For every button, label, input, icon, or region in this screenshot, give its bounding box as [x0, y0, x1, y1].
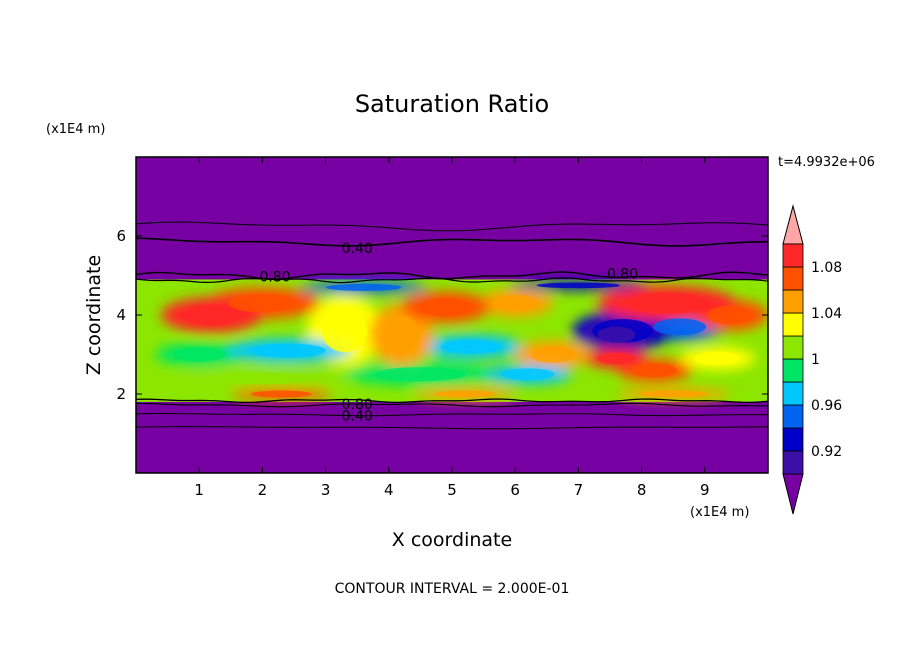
contour-line: [136, 426, 768, 430]
x-axis-ticks: 1 2 3 4 5 6 7 8 9: [194, 157, 710, 499]
field-core: [597, 352, 636, 365]
colorbar-tick-label: 1.04: [811, 306, 842, 322]
y-tick-label: 6: [116, 227, 126, 245]
contour-line: [136, 277, 768, 284]
x-tick-label: 4: [384, 481, 394, 499]
field-core: [501, 368, 555, 381]
field-core: [707, 305, 753, 325]
contour-line: [136, 413, 768, 417]
field-core: [321, 309, 368, 353]
x-tick-label: 2: [258, 481, 268, 499]
chart-title: Saturation Ratio: [355, 90, 549, 118]
colorbar-tick-label: 1.08: [811, 260, 842, 276]
contour-label: 0.40: [342, 409, 373, 425]
time-label: t=4.9932e+06: [778, 155, 875, 170]
plot-area: [136, 157, 768, 473]
field-core: [374, 367, 466, 382]
contour-interval-footer: CONTOUR INTERVAL = 2.000E-01: [335, 581, 570, 597]
x-tick-label: 7: [574, 481, 584, 499]
contour-label: 0.80: [342, 397, 373, 413]
contour-line: [136, 271, 768, 280]
field-core: [530, 346, 576, 363]
y-tick-label: 2: [116, 385, 126, 403]
field-core: [181, 304, 243, 326]
field-layer: [136, 279, 768, 402]
field-core: [251, 390, 312, 398]
field-core: [694, 351, 741, 366]
field-core: [228, 293, 297, 313]
contour-line: [136, 398, 768, 404]
y-unit-label: (x1E4 m): [46, 122, 105, 137]
colorbar-tick-label: 0.92: [811, 444, 842, 460]
field-core: [209, 372, 316, 385]
colorbar-tick-label: 1: [811, 352, 820, 368]
field-core: [492, 294, 538, 312]
field-core: [639, 390, 708, 398]
colorbar-swatch: [782, 427, 804, 452]
field-core: [625, 292, 709, 314]
contour-line: [136, 237, 768, 247]
field-core: [382, 315, 421, 354]
contour-label: 0.80: [259, 269, 290, 285]
colorbar-swatch: [782, 404, 804, 429]
field-core: [652, 318, 707, 336]
field-core: [434, 390, 495, 398]
colorbar-swatch: [782, 266, 804, 291]
colorbar-swatch: [782, 335, 804, 360]
contour-line: [136, 221, 768, 232]
field-core: [631, 363, 677, 378]
colorbar-swatch: [782, 381, 804, 406]
field-core: [325, 283, 402, 291]
y-axis-ticks: 2 4 6: [116, 227, 768, 403]
field-core: [172, 347, 226, 362]
x-axis-label: X coordinate: [392, 529, 512, 551]
colorbar-bottom-arrow: [782, 473, 804, 515]
x-tick-label: 3: [321, 481, 331, 499]
colorbar-legend: 0.92 0.96 1 1.04 1.08: [782, 204, 842, 515]
x-tick-label: 5: [447, 481, 457, 499]
contour-label: 0.80: [607, 267, 638, 283]
y-axis-label: Z coordinate: [83, 255, 105, 375]
x-tick-label: 1: [194, 481, 204, 499]
contour-labels: 0.400.80 0.800.800.40: [259, 241, 638, 425]
colorbar-swatch: [782, 243, 804, 268]
colorbar-swatch: [782, 450, 804, 475]
colorbar-swatch: [782, 312, 804, 337]
field-core: [440, 339, 502, 354]
field-core: [419, 297, 473, 317]
field-core: [597, 326, 636, 344]
field-core: [536, 282, 621, 289]
colorbar-swatch: [782, 358, 804, 383]
contour-lines: [136, 221, 768, 430]
contour-line: [136, 402, 768, 408]
colorbar-tick-label: 0.96: [811, 398, 842, 414]
x-tick-label: 6: [510, 481, 520, 499]
contour-label: 0.40: [342, 241, 373, 257]
colorbar-swatch: [782, 289, 804, 314]
field-core: [249, 343, 326, 358]
colorbar-top-arrow: [782, 204, 804, 245]
y-tick-label: 4: [116, 306, 126, 324]
x-unit-label: (x1E4 m): [690, 505, 749, 520]
x-tick-label: 9: [700, 481, 710, 499]
x-tick-label: 8: [637, 481, 647, 499]
